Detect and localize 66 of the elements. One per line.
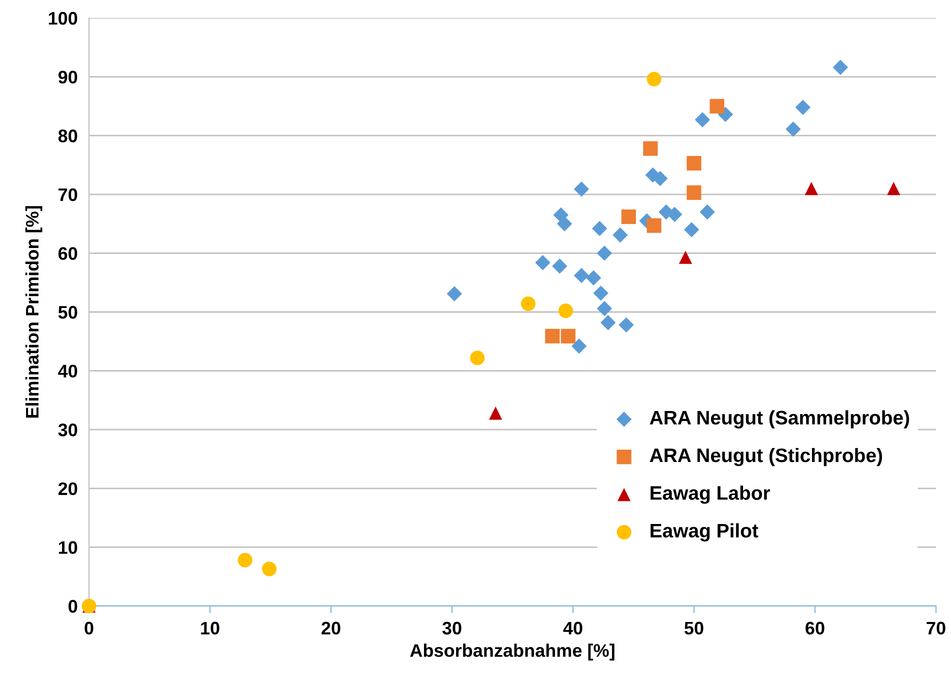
point <box>646 72 662 86</box>
point <box>596 300 612 316</box>
y-tick-label: 30 <box>58 424 78 436</box>
point <box>593 286 608 301</box>
point <box>621 209 636 224</box>
point <box>262 562 277 576</box>
point <box>574 268 590 284</box>
point <box>596 246 612 261</box>
y-tick-label: 90 <box>58 70 78 84</box>
y-tick-label: 60 <box>58 247 78 260</box>
legend-label: Eawag Labor <box>650 486 770 504</box>
point <box>574 182 590 197</box>
x-tick-label: 30 <box>442 622 462 635</box>
point <box>612 227 628 243</box>
x-tick-label: 40 <box>563 622 582 635</box>
point <box>552 258 568 274</box>
y-axis-title: Elimination Primidon [%] <box>25 206 42 418</box>
point <box>686 156 702 171</box>
point <box>887 182 900 196</box>
x-tick-label: 10 <box>201 622 220 635</box>
point <box>556 216 572 232</box>
point <box>520 296 536 312</box>
y-tick-label: 80 <box>58 130 78 142</box>
point <box>560 328 576 344</box>
point <box>558 304 574 318</box>
x-tick-label: 0 <box>84 622 94 635</box>
point <box>678 250 692 264</box>
y-tick-label: 0 <box>68 600 78 613</box>
point <box>592 220 608 236</box>
point <box>804 182 818 196</box>
y-tick-label: 10 <box>58 541 78 554</box>
point <box>686 185 702 200</box>
point <box>446 286 462 302</box>
x-tick-label: 50 <box>684 622 704 635</box>
point <box>488 406 502 420</box>
point <box>786 122 801 137</box>
y-tick-label: 70 <box>58 188 78 202</box>
point <box>667 206 682 222</box>
point <box>545 328 560 344</box>
point <box>795 100 811 115</box>
y-tick-label: 20 <box>58 482 78 496</box>
x-axis-title: Absorbanzabnahme [%] <box>410 644 614 660</box>
point <box>652 170 668 186</box>
legend-label: ARA Neugut (Sammelprobe) <box>650 410 910 428</box>
point <box>618 317 634 333</box>
point <box>535 255 550 270</box>
legend-label: ARA Neugut (Stichprobe) <box>650 448 882 466</box>
point <box>832 60 848 75</box>
legend-label: Eawag Pilot <box>650 523 758 542</box>
point <box>694 112 710 128</box>
point <box>571 338 587 354</box>
y-tick-label: 40 <box>58 364 78 378</box>
y-tick-label: 100 <box>48 12 78 25</box>
point <box>643 141 658 156</box>
point <box>700 204 715 220</box>
point <box>470 350 485 366</box>
point <box>600 314 616 330</box>
x-tick-label: 70 <box>926 622 946 635</box>
point <box>710 98 724 114</box>
x-tick-label: 60 <box>806 622 824 635</box>
point <box>238 552 252 568</box>
point <box>586 270 602 286</box>
y-tick-label: 50 <box>58 306 78 319</box>
point <box>684 222 700 238</box>
point <box>646 218 662 233</box>
x-tick-label: 20 <box>322 622 340 635</box>
